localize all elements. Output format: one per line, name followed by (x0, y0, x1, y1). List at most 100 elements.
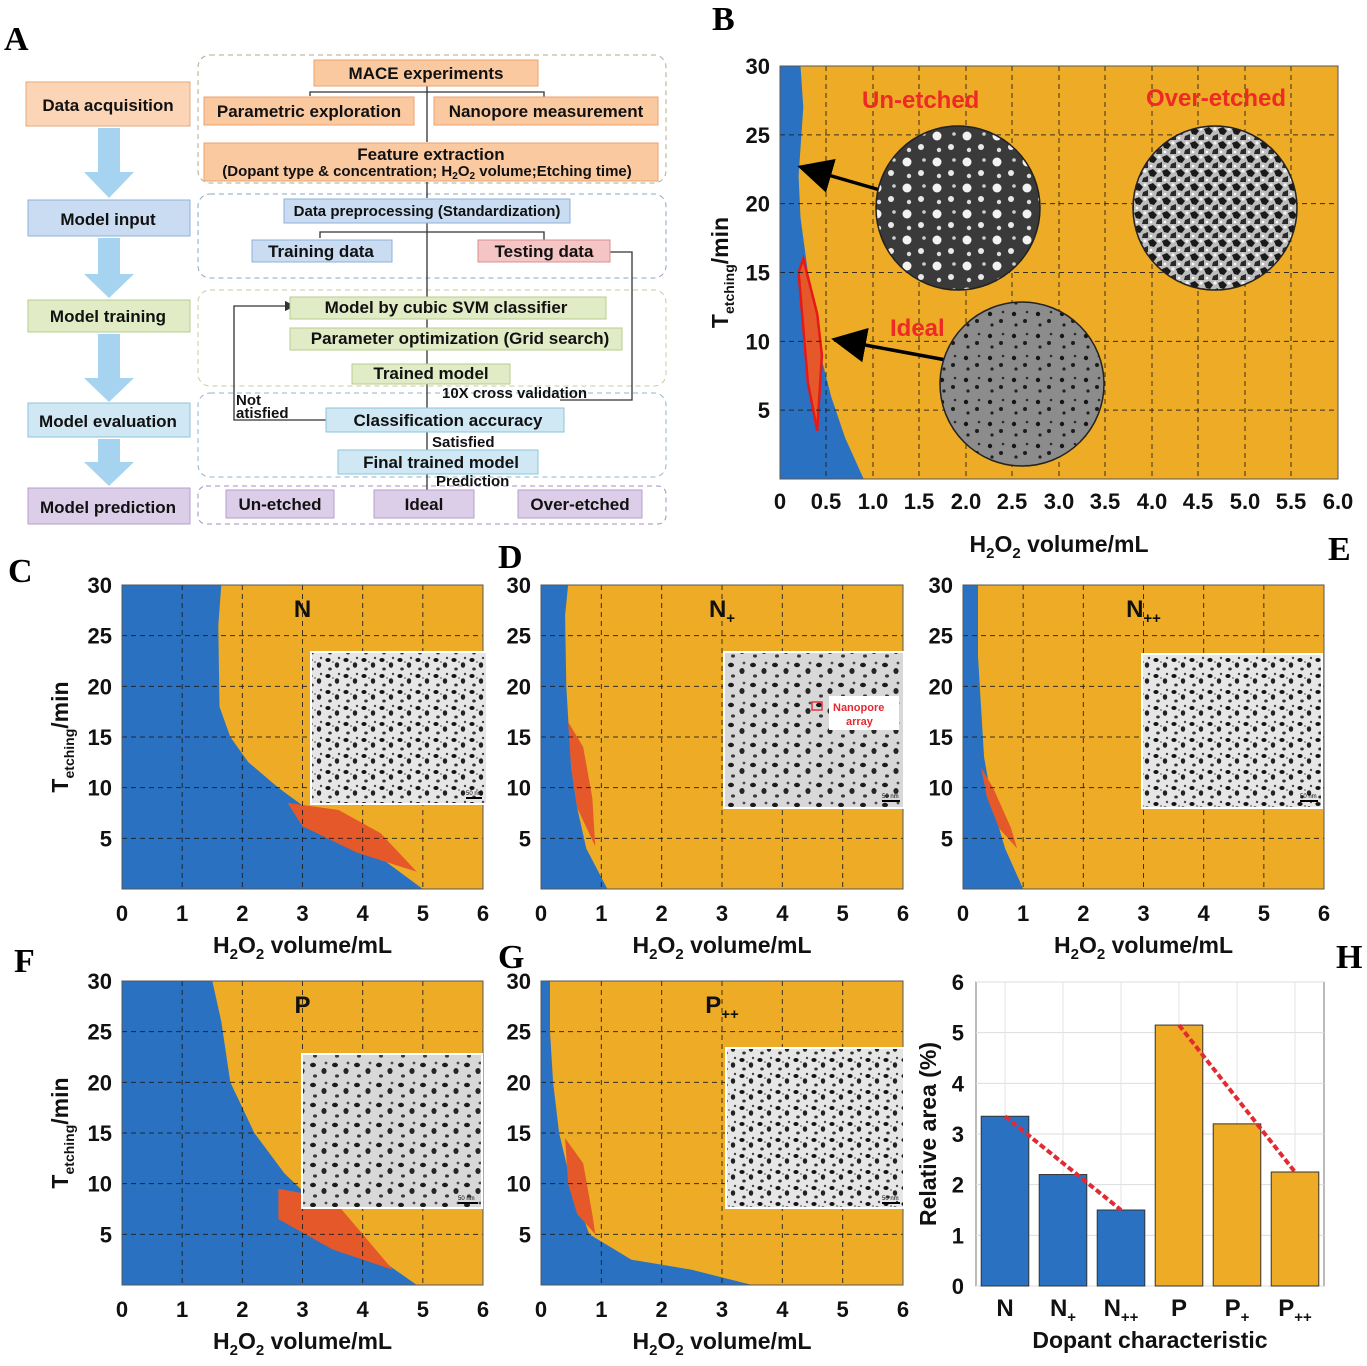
unetched-region (122, 981, 417, 1285)
grid-label: Parameter optimization (Grid search) (311, 329, 610, 348)
scale-bar-d: 50 nm (882, 794, 899, 800)
box-feature (203, 142, 659, 182)
unetched-micrograph (875, 125, 1041, 291)
y-tick-label: 15 (746, 261, 770, 286)
y-tick-label: 25 (88, 624, 112, 649)
bar-chart-h: 0 1 2 3 4 5 6 N N+ N++ P P+ P++ Dopant characteristic… (915, 970, 1325, 1353)
y-tick-label: 10 (507, 1172, 531, 1197)
y-tick-label: 25 (88, 1020, 112, 1045)
y-tick-label: 0 (952, 1274, 964, 1299)
preprocessing-label: Data preprocessing (Standardization) (294, 203, 561, 220)
y-tick-label: 20 (746, 192, 770, 217)
stage-box-model-input (27, 199, 191, 237)
scale-bar-e: 50 nm (1300, 794, 1317, 800)
panel-label-e: E (1328, 531, 1351, 568)
box-final (337, 449, 539, 475)
ideal-micrograph (939, 301, 1105, 467)
stage-box-model-training (27, 299, 191, 333)
parametric-label: Parametric exploration (217, 102, 401, 121)
box-mace (313, 59, 539, 87)
scale-bar-c: 50 nm (466, 791, 483, 797)
final-label: Final trained model (363, 453, 519, 472)
x-tick-label: 1 (1017, 901, 1029, 926)
ideal-region (797, 254, 824, 432)
stage-box-data-acquisition (25, 81, 191, 127)
x-tick-label: 4 (776, 901, 789, 926)
y-axis-label: Tetching/min (707, 217, 737, 328)
x-tick-label: 2 (656, 901, 668, 926)
flowchart: Data acquisition Model input Model train… (25, 54, 667, 525)
ideal-region-label: Ideal (890, 315, 945, 342)
unetched-region (122, 585, 423, 889)
trend-line (1003, 1114, 1123, 1212)
x-axis-label: H2O2 volume/mL (213, 1328, 392, 1359)
y-tick-label: 20 (507, 674, 531, 699)
x-axis-label: H2O2 volume/mL (632, 932, 811, 963)
y-axis-label: Relative area (%) (915, 1042, 941, 1226)
x-tick-label: 6.0 (1323, 489, 1354, 514)
x-axis-label: H2O2 volume/mL (632, 1328, 811, 1359)
y-tick-label: 15 (507, 725, 531, 750)
box-nanopore (433, 96, 659, 126)
ideal-region (287, 802, 417, 872)
ideal-region (568, 721, 596, 847)
x-tick-label: 6 (477, 1297, 489, 1322)
x-axis-label: H2O2 volume/mL (1054, 932, 1233, 963)
box-overetched (517, 489, 643, 519)
x-tick-label: 5 (417, 1297, 429, 1322)
x-tick-label: 0 (957, 901, 969, 926)
stage-box-model-evaluation (27, 402, 191, 438)
dopant-title: P (294, 992, 310, 1019)
x-tick-label: 0 (116, 1297, 128, 1322)
unetched-region (780, 66, 864, 479)
panel-label-h: H (1336, 939, 1362, 976)
trend-line (1177, 1023, 1297, 1174)
x-tick-label: P+ (1225, 1295, 1250, 1326)
y-tick-label: 1 (952, 1223, 964, 1248)
inset-d: Nanopore array 50 nm (723, 651, 905, 809)
x-tick-label: 0 (535, 901, 547, 926)
box-trained (351, 363, 511, 385)
y-tick-label: 30 (746, 54, 770, 79)
x-tick-label: 1.0 (858, 489, 889, 514)
x-tick-label: 3.5 (1090, 489, 1121, 514)
panel-label-a: A (4, 21, 29, 58)
satisfied-label: Satisfied (432, 434, 495, 451)
x-tick-label: 4 (357, 1297, 370, 1322)
box-ideal (373, 489, 475, 519)
y-tick-label: 30 (88, 573, 112, 598)
unetched-region-label: Un-etched (862, 87, 979, 114)
y-tick-label: 20 (88, 674, 112, 699)
y-tick-label: 5 (100, 1222, 112, 1247)
x-tick-label: 4 (357, 901, 370, 926)
x-tick-label: 0 (116, 901, 128, 926)
y-tick-label: 10 (746, 329, 770, 354)
y-tick-label: 15 (507, 1121, 531, 1146)
x-tick-label: P (1171, 1295, 1187, 1322)
panel-b-overlays: Un-etched Over-etched Ideal (797, 85, 1298, 467)
box-grid (289, 327, 623, 351)
mace-label: MACE experiments (349, 64, 504, 83)
x-tick-label: 4.5 (1183, 489, 1214, 514)
y-tick-label: 10 (929, 776, 953, 801)
bar-N (980, 1115, 1030, 1287)
bar-N++ (1096, 1209, 1146, 1287)
x-tick-label: N (996, 1295, 1013, 1322)
accuracy-label: Classification accuracy (354, 411, 544, 430)
inset-c: 50 nm (310, 651, 488, 805)
x-tick-label: 2 (1077, 901, 1089, 926)
unetched-region (541, 585, 608, 889)
x-tick-label: 5.0 (1230, 489, 1261, 514)
not-satisfied-label-1: Not (236, 392, 261, 409)
unetched-arrow (797, 158, 881, 193)
panel-label-d: D (498, 539, 523, 576)
y-axis-label: Tetching/min (47, 1077, 77, 1188)
y-tick-label: 10 (88, 1172, 112, 1197)
panel-label-c: C (8, 553, 33, 590)
x-tick-label: 6 (477, 901, 489, 926)
stage-box-model-prediction (27, 487, 191, 525)
y-tick-label: 3 (952, 1122, 964, 1147)
dopant-title: N (294, 596, 311, 623)
box-unetched (225, 489, 335, 519)
x-tick-label: 5 (837, 901, 849, 926)
